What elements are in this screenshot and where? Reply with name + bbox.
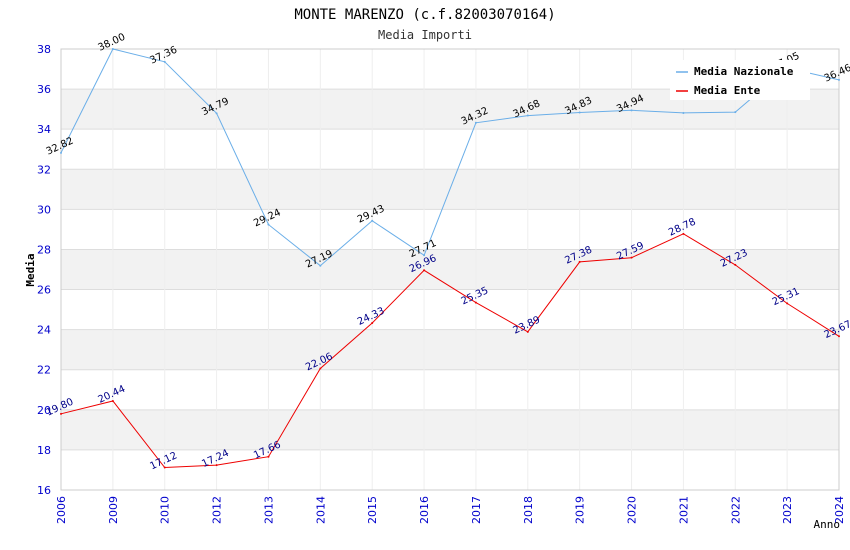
y-tick-label: 34 (37, 123, 51, 136)
x-tick-label: 2024 (833, 496, 846, 524)
chart-title: MONTE MARENZO (c.f.82003070164) (294, 7, 555, 23)
y-tick-label: 38 (37, 43, 51, 56)
x-axis-ticks: 2006 2009 2010 2012 2013 2014 2015 2016 2017 2018… (55, 496, 846, 524)
data-point (474, 301, 477, 304)
data-point (786, 302, 789, 305)
data-point (111, 399, 114, 402)
data-point (838, 78, 840, 81)
y-axis-ticks: 16 18 20 22 24 26 28 30 32 34 36 38 (37, 43, 51, 497)
data-point (734, 111, 737, 114)
x-tick-label: 2010 (159, 496, 172, 524)
y-tick-label: 18 (37, 444, 51, 457)
data-point (734, 263, 737, 266)
data-point (319, 367, 322, 370)
chart-subtitle: Media Importi (378, 28, 472, 42)
legend-label-media-ente: Media Ente (694, 84, 761, 97)
y-tick-label: 24 (37, 324, 51, 337)
data-point (215, 112, 218, 115)
legend-box (670, 60, 810, 100)
data-point (526, 114, 529, 117)
y-tick-label: 30 (37, 203, 51, 216)
series-line-1 (60, 233, 840, 469)
data-point (578, 111, 581, 114)
data-point (838, 335, 840, 338)
data-point (578, 260, 581, 263)
grid-band (61, 329, 839, 370)
y-tick-label: 26 (37, 284, 51, 297)
data-point (267, 223, 270, 226)
data-point (111, 48, 114, 50)
x-tick-label: 2009 (107, 496, 120, 524)
data-point (630, 256, 633, 259)
data-point (630, 109, 633, 112)
data-point (526, 330, 529, 333)
x-tick-label: 2020 (626, 496, 639, 524)
x-tick-label: 2013 (262, 496, 275, 524)
legend-label-media-nazionale: Media Nazionale (694, 65, 794, 78)
x-tick-label: 2017 (470, 496, 483, 524)
data-point (60, 151, 62, 154)
grid-band (61, 409, 839, 450)
x-tick-label: 2019 (574, 496, 587, 524)
data-point (682, 111, 685, 114)
y-tick-label: 20 (37, 404, 51, 417)
y-tick-label: 22 (37, 364, 51, 377)
data-point (319, 264, 322, 267)
legend: Media Nazionale Media Ente (670, 60, 810, 100)
data-point (267, 455, 270, 458)
grid-band (61, 249, 839, 290)
x-tick-label: 2014 (314, 496, 327, 524)
data-point (423, 254, 426, 257)
data-point (163, 60, 166, 63)
data-point (163, 466, 166, 469)
data-point (682, 232, 685, 235)
x-tick-label: 2006 (55, 496, 68, 524)
x-tick-label: 2021 (677, 496, 690, 524)
data-point (371, 322, 374, 325)
y-axis-title: Media (24, 253, 37, 286)
data-point (60, 412, 62, 415)
x-tick-label: 2022 (729, 496, 742, 524)
x-tick-label: 2023 (781, 496, 794, 524)
data-point (215, 464, 218, 467)
y-tick-label: 16 (37, 484, 51, 497)
plot-area-border (60, 48, 840, 491)
x-tick-label: 2018 (522, 496, 535, 524)
data-point (371, 219, 374, 222)
x-tick-label: 2015 (366, 496, 379, 524)
x-tick-label: 2012 (211, 496, 224, 524)
series-line-0 (60, 48, 840, 267)
x-axis-title: Anno (814, 518, 841, 531)
x-tick-label: 2016 (418, 496, 431, 524)
data-point (474, 121, 477, 124)
y-tick-label: 28 (37, 243, 51, 256)
y-tick-label: 32 (37, 163, 51, 176)
data-point (423, 269, 426, 272)
y-tick-label: 36 (37, 83, 51, 96)
